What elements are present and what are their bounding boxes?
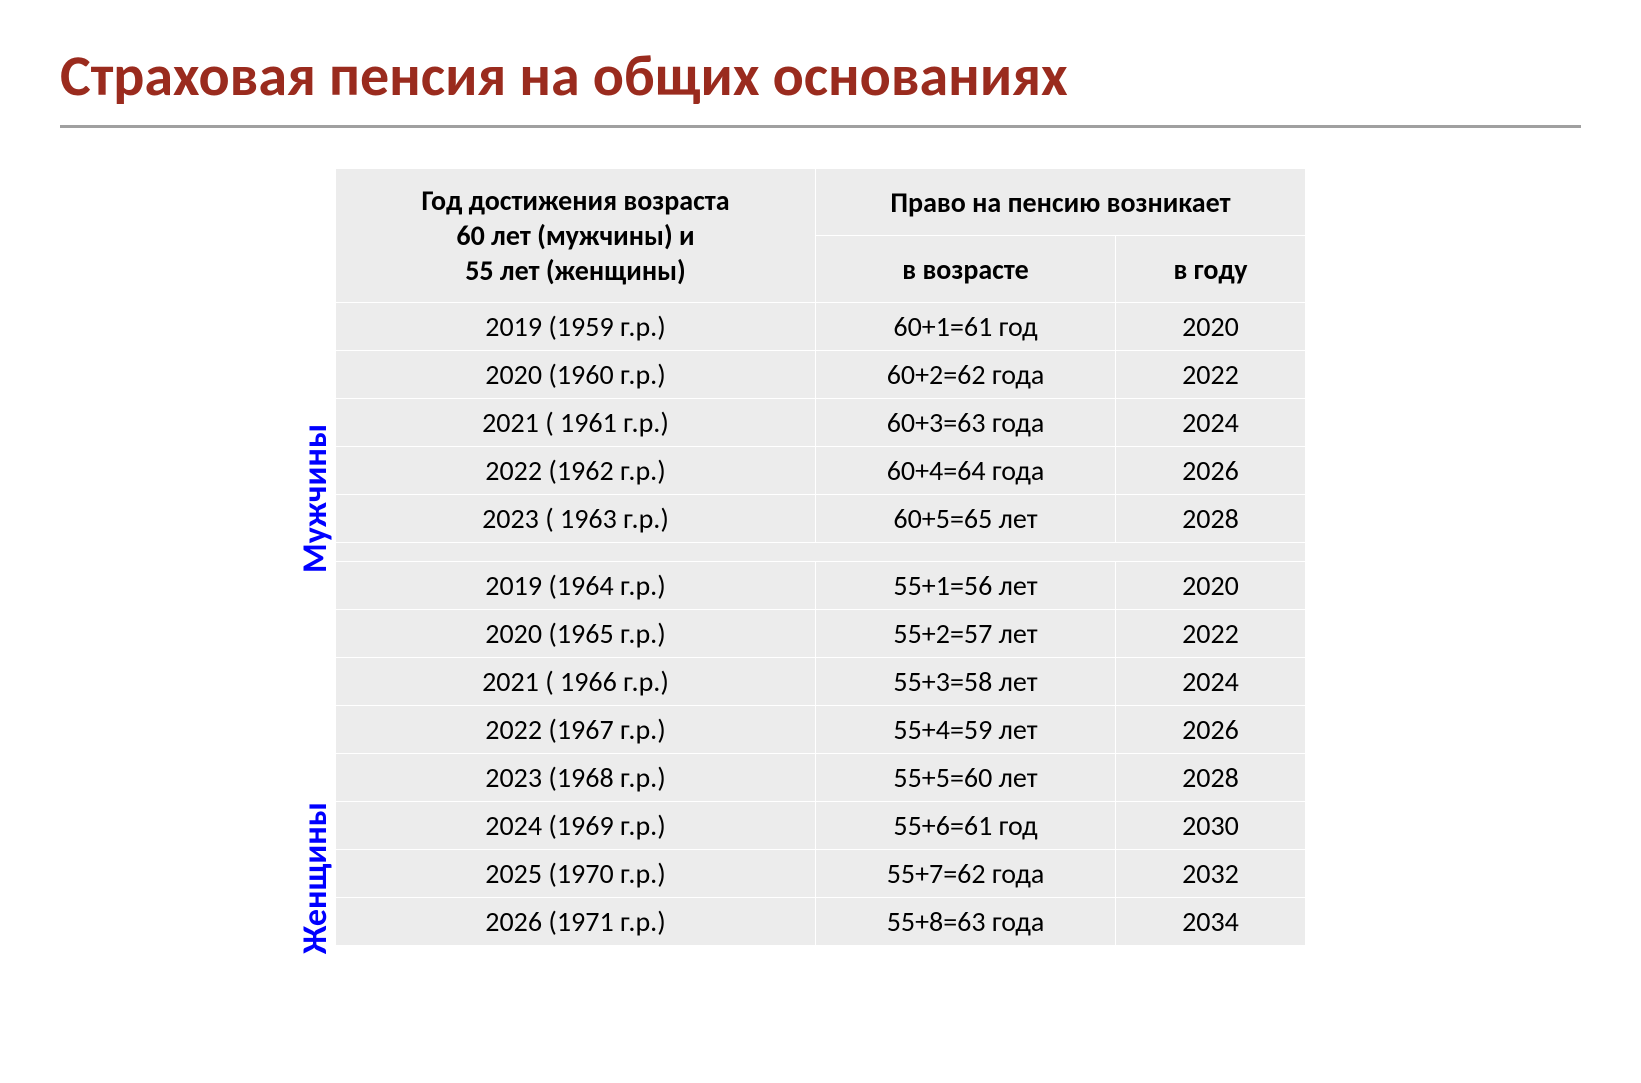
table-row: 2022 (1967 г.р.)55+4=59 лет2026 [336, 706, 1306, 754]
table-row: 2021 ( 1961 г.р.)60+3=63 года2024 [336, 399, 1306, 447]
table-row: 2025 (1970 г.р.)55+7=62 года2032 [336, 850, 1306, 898]
table-row: 2019 (1964 г.р.)55+1=56 лет2020 [336, 562, 1306, 610]
table-row: 2023 ( 1963 г.р.)60+5=65 лет2028 [336, 495, 1306, 543]
header-reach-year: Год достижения возраста 60 лет (мужчины)… [336, 169, 816, 303]
cell-age: 55+8=63 года [816, 898, 1116, 946]
title-rule [60, 125, 1581, 128]
table-row: 2019 (1959 г.р.)60+1=61 год2020 [336, 303, 1306, 351]
header-year: в году [1116, 236, 1306, 303]
cell-age: 55+5=60 лет [816, 754, 1116, 802]
cell-reach-year: 2021 ( 1961 г.р.) [336, 399, 816, 447]
cell-year: 2028 [1116, 495, 1306, 543]
header-line: 55 лет (женщины) [465, 253, 686, 288]
cell-reach-year: 2022 (1967 г.р.) [336, 706, 816, 754]
table-body: 2019 (1959 г.р.)60+1=61 год20202020 (196… [336, 303, 1306, 946]
group-gap-row [336, 543, 1306, 562]
cell-year: 2026 [1116, 447, 1306, 495]
cell-reach-year: 2022 (1962 г.р.) [336, 447, 816, 495]
cell-year: 2022 [1116, 610, 1306, 658]
cell-reach-year: 2019 (1959 г.р.) [336, 303, 816, 351]
cell-reach-year: 2023 (1968 г.р.) [336, 754, 816, 802]
table-header: Год достижения возраста 60 лет (мужчины)… [336, 169, 1306, 303]
cell-reach-year: 2023 ( 1963 г.р.) [336, 495, 816, 543]
cell-age: 60+4=64 года [816, 447, 1116, 495]
cell-reach-year: 2021 ( 1966 г.р.) [336, 658, 816, 706]
cell-year: 2024 [1116, 399, 1306, 447]
cell-age: 55+7=62 года [816, 850, 1116, 898]
cell-age: 60+3=63 года [816, 399, 1116, 447]
cell-age: 60+1=61 год [816, 303, 1116, 351]
cell-year: 2020 [1116, 562, 1306, 610]
cell-age: 55+3=58 лет [816, 658, 1116, 706]
pension-table: Год достижения возраста 60 лет (мужчины)… [335, 168, 1306, 946]
cell-year: 2034 [1116, 898, 1306, 946]
header-right-top: Право на пенсию возникает [816, 169, 1306, 236]
cell-age: 60+2=62 года [816, 351, 1116, 399]
cell-age: 55+6=61 год [816, 802, 1116, 850]
table-row: 2021 ( 1966 г.р.)55+3=58 лет2024 [336, 658, 1306, 706]
cell-year: 2020 [1116, 303, 1306, 351]
table-row: 2022 (1962 г.р.)60+4=64 года2026 [336, 447, 1306, 495]
cell-reach-year: 2026 (1971 г.р.) [336, 898, 816, 946]
table-row: 2026 (1971 г.р.)55+8=63 года2034 [336, 898, 1306, 946]
cell-reach-year: 2025 (1970 г.р.) [336, 850, 816, 898]
cell-year: 2024 [1116, 658, 1306, 706]
cell-reach-year: 2020 (1960 г.р.) [336, 351, 816, 399]
cell-year: 2032 [1116, 850, 1306, 898]
cell-reach-year: 2020 (1965 г.р.) [336, 610, 816, 658]
table-row: 2023 (1968 г.р.)55+5=60 лет2028 [336, 754, 1306, 802]
page-title: Страховая пенсия на общих основаниях [60, 40, 1581, 111]
table-row: 2024 (1969 г.р.)55+6=61 год2030 [336, 802, 1306, 850]
table-row: 2020 (1960 г.р.)60+2=62 года2022 [336, 351, 1306, 399]
content-area: Мужчины Женщины Год достижения возраста … [60, 158, 1581, 946]
table-row: 2020 (1965 г.р.)55+2=57 лет2022 [336, 610, 1306, 658]
cell-age: 55+1=56 лет [816, 562, 1116, 610]
side-label-men: Мужчины [295, 368, 336, 628]
cell-year: 2028 [1116, 754, 1306, 802]
side-label-women: Женщины [295, 698, 336, 1058]
cell-age: 55+2=57 лет [816, 610, 1116, 658]
slide: Страховая пенсия на общих основаниях Муж… [0, 0, 1641, 1083]
header-age: в возрасте [816, 236, 1116, 303]
cell-year: 2026 [1116, 706, 1306, 754]
table-wrap: Мужчины Женщины Год достижения возраста … [335, 168, 1306, 946]
cell-reach-year: 2024 (1969 г.р.) [336, 802, 816, 850]
header-line: 60 лет (мужчины) и [456, 218, 694, 253]
header-line: Год достижения возраста [421, 183, 729, 218]
group-gap-cell [336, 543, 1306, 562]
cell-reach-year: 2019 (1964 г.р.) [336, 562, 816, 610]
cell-year: 2030 [1116, 802, 1306, 850]
cell-year: 2022 [1116, 351, 1306, 399]
cell-age: 60+5=65 лет [816, 495, 1116, 543]
cell-age: 55+4=59 лет [816, 706, 1116, 754]
